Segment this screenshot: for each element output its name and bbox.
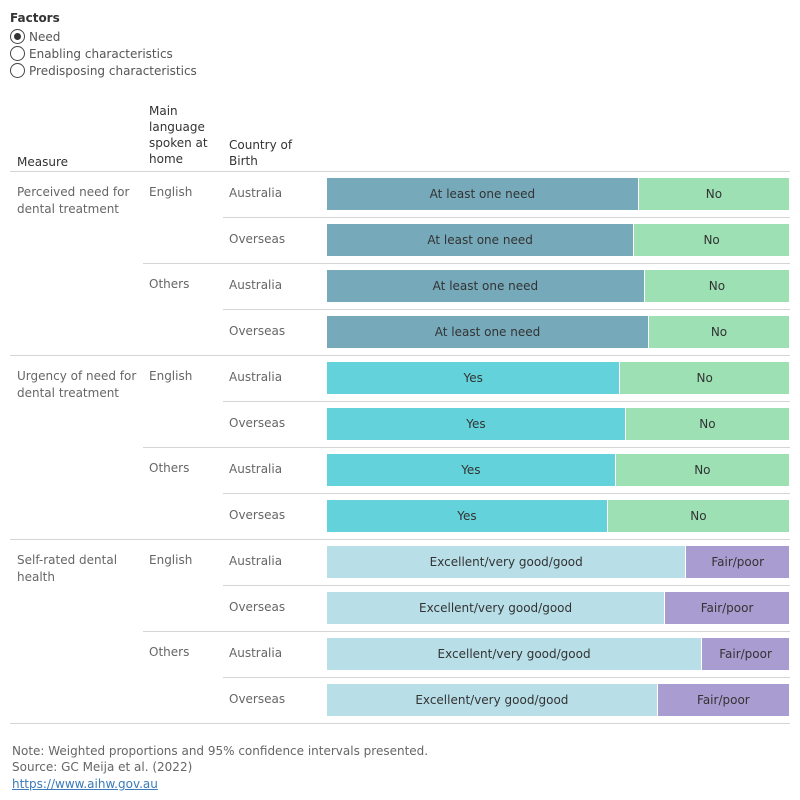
radio-selected-icon[interactable] (10, 29, 25, 44)
bar-segment-excellent-very-good-good[interactable]: Excellent/very good/good (327, 592, 665, 624)
bar-segment-yes[interactable]: Yes (327, 362, 620, 394)
bar-segment-fair-poor[interactable]: Fair/poor (665, 592, 789, 624)
bar-segment-fair-poor[interactable]: Fair/poor (686, 546, 789, 578)
bar-segment-no[interactable]: No (638, 178, 789, 210)
bar-segment-excellent-very-good-good[interactable]: Excellent/very good/good (327, 546, 686, 578)
bar-segment-at-least-one-need[interactable]: At least one need (327, 316, 648, 348)
stacked-bar[interactable]: At least one need No (327, 270, 789, 302)
bar-segment-yes[interactable]: Yes (327, 454, 615, 486)
stacked-bar[interactable]: At least one need No (327, 316, 789, 348)
country-label: Australia (229, 462, 283, 476)
stacked-bar[interactable]: At least one need No (327, 178, 789, 210)
bar-segment-fair-poor[interactable]: Fair/poor (702, 638, 789, 670)
radio-unselected-icon[interactable] (10, 46, 25, 61)
radio-option-enabling[interactable]: Enabling characteristics (10, 45, 173, 62)
country-label: Overseas (229, 324, 286, 338)
bar-segment-no[interactable]: No (607, 500, 789, 532)
language-label: English (149, 553, 193, 567)
radio-label: Enabling characteristics (29, 46, 173, 61)
country-label: Overseas (229, 416, 286, 430)
country-label: Australia (229, 554, 283, 568)
bar-segment-yes[interactable]: Yes (327, 500, 607, 532)
radio-option-need[interactable]: Need (10, 28, 60, 45)
radio-label: Predisposing characteristics (29, 63, 197, 78)
bar-segment-at-least-one-need[interactable]: At least one need (327, 270, 644, 302)
footer-source: Source: GC Meija et al. (2022) (12, 760, 193, 774)
bar-segment-yes[interactable]: Yes (327, 408, 625, 440)
stacked-bar[interactable]: At least one need No (327, 224, 789, 256)
header-language-line: Main (149, 104, 178, 118)
stacked-bar[interactable]: Yes No (327, 408, 789, 440)
footer-link[interactable]: https://www.aihw.gov.au (12, 777, 158, 791)
country-label: Australia (229, 370, 283, 384)
language-label: Others (149, 461, 190, 475)
bar-segment-no[interactable]: No (644, 270, 789, 302)
stacked-bar[interactable]: Yes No (327, 500, 789, 532)
language-divider (143, 631, 790, 632)
filter-title: Factors (10, 11, 60, 25)
language-label: Others (149, 277, 190, 291)
language-divider (143, 263, 790, 264)
stacked-bar[interactable]: Yes No (327, 454, 789, 486)
radio-label: Need (29, 29, 61, 44)
header-measure: Measure (17, 155, 68, 169)
stacked-bar[interactable]: Excellent/very good/good Fair/poor (327, 684, 789, 716)
stacked-bar[interactable]: Excellent/very good/good Fair/poor (327, 592, 789, 624)
country-label: Overseas (229, 508, 286, 522)
country-label: Australia (229, 278, 283, 292)
footer-note: Note: Weighted proportions and 95% confi… (12, 744, 429, 758)
radio-unselected-icon[interactable] (10, 63, 25, 78)
country-divider (223, 401, 790, 402)
language-label: Others (149, 645, 190, 659)
country-label: Overseas (229, 232, 286, 246)
measure-label: Urgency of need for dental treatment (17, 369, 137, 400)
header-country: Country of Birth (229, 137, 292, 169)
stacked-bar[interactable]: Excellent/very good/good Fair/poor (327, 638, 789, 670)
bar-segment-no[interactable]: No (649, 316, 789, 348)
header-country-line: Birth (229, 154, 258, 168)
country-label: Australia (229, 646, 283, 660)
bar-segment-no[interactable]: No (615, 454, 789, 486)
measure-label: Self-rated dental health (17, 553, 118, 584)
bar-segment-at-least-one-need[interactable]: At least one need (327, 178, 638, 210)
stacked-bar[interactable]: Excellent/very good/good Fair/poor (327, 546, 789, 578)
header-divider (10, 171, 790, 172)
bar-segment-no[interactable]: No (625, 408, 789, 440)
header-language-line: spoken at (149, 136, 208, 150)
country-divider (223, 217, 790, 218)
header-language-line: language (149, 120, 205, 134)
header-country-line: Country of (229, 138, 293, 152)
bar-segment-no[interactable]: No (620, 362, 789, 394)
bar-segment-excellent-very-good-good[interactable]: Excellent/very good/good (327, 684, 657, 716)
country-divider (223, 309, 790, 310)
country-divider (223, 493, 790, 494)
language-label: English (149, 369, 193, 383)
bar-segment-no[interactable]: No (634, 224, 789, 256)
header-language-line: home (149, 152, 184, 166)
measure-divider (10, 539, 790, 540)
country-label: Australia (229, 186, 283, 200)
measure-label: Perceived need for dental treatment (17, 185, 130, 216)
radio-option-predisposing[interactable]: Predisposing characteristics (10, 62, 197, 79)
country-divider (223, 585, 790, 586)
bar-segment-at-least-one-need[interactable]: At least one need (327, 224, 634, 256)
language-divider (143, 447, 790, 448)
measure-divider (10, 723, 790, 724)
header-language: Main language spoken at home (149, 103, 208, 167)
language-label: English (149, 185, 193, 199)
country-divider (223, 677, 790, 678)
country-label: Overseas (229, 600, 286, 614)
stacked-bar[interactable]: Yes No (327, 362, 789, 394)
measure-divider (10, 355, 790, 356)
bar-segment-fair-poor[interactable]: Fair/poor (657, 684, 789, 716)
country-label: Overseas (229, 692, 286, 706)
bar-segment-excellent-very-good-good[interactable]: Excellent/very good/good (327, 638, 702, 670)
